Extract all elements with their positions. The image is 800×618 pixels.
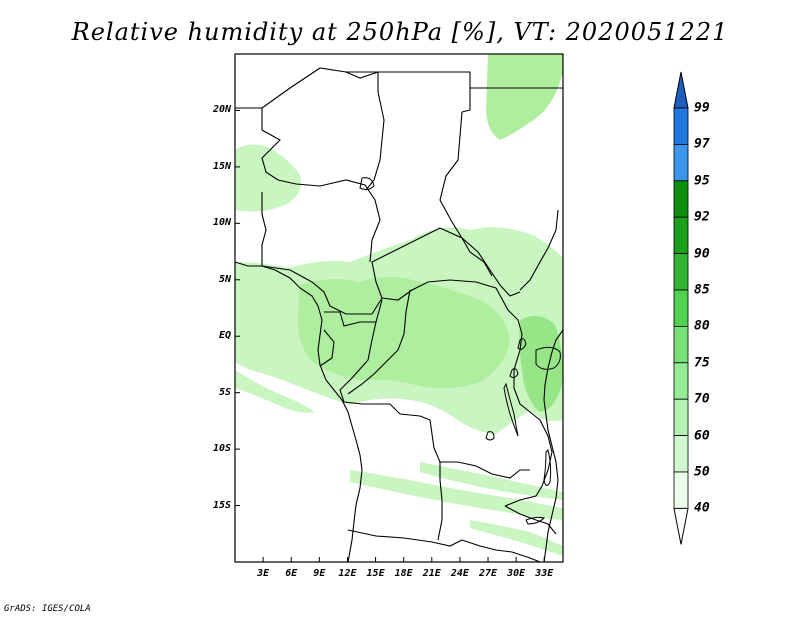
longitude-label: 6E	[285, 568, 298, 579]
colorbar-level-label: 60	[694, 428, 710, 444]
border-nigeria	[261, 192, 267, 266]
lake-albert	[517, 338, 527, 350]
lake-chad	[359, 177, 375, 191]
latitude-label: 20N	[212, 104, 231, 116]
humidity-field-far-south	[470, 520, 563, 556]
border-drc-south	[343, 401, 530, 479]
humidity-field-south-streak	[350, 470, 563, 520]
longitude-label: 33E	[535, 568, 554, 579]
border-mozambique	[504, 505, 557, 535]
lake-malawi	[543, 449, 552, 486]
lake-tanganyika	[503, 382, 519, 437]
border-drc-west-river	[347, 289, 411, 395]
colorbar-segment	[673, 143, 689, 182]
lake-victoria	[535, 346, 561, 370]
border-niger-chad	[235, 107, 381, 263]
longitude-label: 24E	[450, 568, 469, 579]
map-border	[234, 53, 564, 563]
humidity-field-northeast	[486, 54, 563, 140]
colorbar	[673, 71, 689, 545]
latitude-label: 15N	[212, 160, 231, 172]
colorbar-segment	[673, 362, 689, 400]
border-car	[371, 227, 521, 297]
colorbar-level-label: 97	[694, 136, 710, 152]
latitude-label: 15S	[212, 499, 231, 511]
colorbar-segment	[673, 325, 689, 364]
humidity-field-west-sahel	[235, 144, 301, 212]
border-southern	[461, 539, 541, 563]
lake-mweru	[485, 431, 495, 441]
border-congo-drc	[339, 321, 377, 403]
border-niger-north	[261, 67, 471, 113]
border-sudan-east	[519, 209, 559, 291]
border-gabon	[319, 329, 335, 367]
longitude-label: 18E	[394, 568, 413, 579]
longitude-label: 12E	[338, 568, 357, 579]
latitude-label: 5N	[218, 273, 231, 285]
latitude-label: 10N	[212, 217, 231, 229]
colorbar-level-label: 40	[694, 500, 710, 516]
axis-ticks	[235, 109, 545, 562]
colorbar-level-label: 99	[694, 100, 710, 116]
colorbar-segment	[673, 289, 689, 327]
colorbar-segment	[673, 107, 689, 145]
colorbar-level-label: 92	[694, 209, 710, 225]
colorbar-level-label: 95	[694, 173, 710, 189]
colorbar-bottom-arrow	[673, 507, 689, 545]
longitude-label: 21E	[422, 568, 441, 579]
border-gabon-congo	[324, 299, 383, 327]
border-angola-namibia	[347, 529, 463, 547]
colorbar-level-label: 75	[694, 355, 710, 371]
border-chad-sudan	[439, 111, 493, 277]
colorbar-segment	[673, 471, 689, 509]
colorbar-level-label: 85	[694, 282, 710, 298]
colorbar-level-label: 50	[694, 464, 710, 480]
humidity-field-layer	[235, 54, 563, 556]
longitude-label: 9E	[313, 568, 326, 579]
colorbar-level-label: 80	[694, 318, 710, 334]
border-car-south	[371, 261, 497, 301]
humidity-field-southeast	[420, 462, 563, 500]
border-drc-east	[495, 287, 541, 421]
colorbar-segment	[673, 180, 689, 218]
colorbar-level-label: 90	[694, 246, 710, 262]
colorbar-top-arrow	[673, 71, 689, 109]
border-angola-zambia	[437, 462, 443, 541]
colorbar-segment	[673, 398, 689, 437]
longitude-label: 15E	[366, 568, 385, 579]
colorbar-level-label: 70	[694, 391, 710, 407]
longitude-label: 27E	[478, 568, 498, 579]
lakes	[359, 177, 561, 525]
country-boundaries	[234, 67, 564, 563]
border-cameroon	[261, 265, 383, 315]
humidity-field-atlantic	[235, 370, 315, 413]
latitude-label: EQ	[218, 330, 231, 342]
longitude-label: 3E	[257, 568, 270, 579]
border-chad-libya	[346, 71, 385, 191]
colorbar-segment	[673, 253, 689, 291]
coastline-east-africa	[543, 329, 564, 563]
lake-kivu	[509, 368, 519, 379]
lake-bangweulu	[525, 516, 545, 525]
humidity-field-east-lakes	[519, 316, 563, 412]
map-frame	[234, 53, 564, 563]
colorbar-segment	[673, 435, 689, 473]
grads-credit: GrADS: IGES/COLA	[4, 604, 91, 614]
longitude-label: 30E	[507, 568, 526, 579]
map-title: Relative humidity at 250hPa [%], VT: 202…	[71, 18, 729, 46]
latitude-label: 10S	[212, 443, 231, 455]
colorbar-segment	[673, 216, 689, 254]
coastline-west-africa	[234, 261, 363, 563]
latitude-label: 5S	[218, 386, 231, 398]
border-zambia-east	[504, 419, 553, 507]
